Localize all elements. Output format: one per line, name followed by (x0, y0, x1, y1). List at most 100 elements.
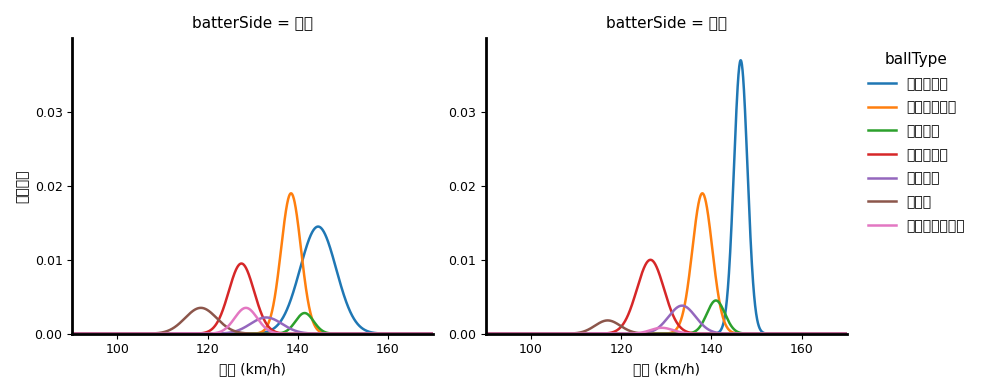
フォーク (675, 303, 687, 308)
カーブ (851, 332, 863, 336)
シュート (863, 332, 875, 336)
Line: チェンジアップ: チェンジアップ (462, 328, 869, 334)
カットボール (643, 332, 655, 336)
カットボール (64, 332, 76, 336)
Line: カットボール: カットボール (49, 193, 456, 334)
スライダー (438, 332, 450, 336)
スライダー (230, 267, 242, 271)
チェンジアップ (851, 332, 863, 336)
カーブ (242, 331, 253, 336)
フォーク (643, 330, 655, 334)
フォーク (863, 332, 875, 336)
Line: スライダー: スライダー (49, 264, 456, 334)
ストレート (64, 332, 76, 336)
Line: シュート: シュート (462, 300, 869, 334)
フォーク (363, 332, 375, 336)
チェンジアップ (450, 332, 461, 336)
ストレート (654, 332, 666, 336)
Line: カーブ: カーブ (49, 308, 456, 334)
チェンジアップ (477, 332, 489, 336)
Line: チェンジアップ: チェンジアップ (49, 308, 456, 334)
カットボール (654, 331, 666, 336)
フォーク (438, 332, 450, 336)
ストレート (643, 332, 655, 336)
Y-axis label: 確率密度: 確率密度 (15, 169, 29, 203)
X-axis label: 球速 (km/h): 球速 (km/h) (219, 362, 286, 376)
シュート (776, 332, 788, 336)
スライダー (64, 332, 76, 336)
チェンジアップ (240, 305, 251, 310)
カーブ (477, 332, 489, 336)
カーブ (43, 332, 55, 336)
カットボール (43, 332, 55, 336)
フォーク (457, 332, 468, 336)
Line: カーブ: カーブ (462, 320, 869, 334)
スライダー (450, 332, 461, 336)
ストレート (312, 224, 323, 229)
ストレート (241, 331, 252, 336)
ストレート (438, 332, 450, 336)
シュート (709, 298, 721, 303)
Line: フォーク: フォーク (49, 317, 456, 334)
スライダー (655, 276, 667, 281)
フォーク (654, 323, 666, 328)
チェンジアップ (643, 328, 655, 333)
ストレート (450, 332, 461, 336)
カットボール (285, 191, 297, 196)
シュート (241, 332, 252, 336)
カットボール (363, 332, 375, 336)
チェンジアップ (776, 332, 788, 336)
シュート (851, 332, 863, 336)
フォーク (477, 332, 489, 336)
フォーク (776, 332, 788, 336)
カットボール (851, 332, 863, 336)
カットボール (863, 332, 875, 336)
ストレート (43, 332, 55, 336)
フォーク (230, 329, 242, 334)
Title: batterSide = 右打: batterSide = 右打 (605, 15, 726, 30)
スライダー (438, 332, 450, 336)
ストレート (363, 330, 375, 334)
ストレート (851, 332, 863, 336)
ストレート (734, 58, 745, 63)
Line: スライダー: スライダー (462, 260, 869, 334)
チェンジアップ (863, 332, 875, 336)
フォーク (851, 332, 863, 336)
シュート (851, 332, 863, 336)
フォーク (241, 324, 252, 328)
フォーク (450, 332, 461, 336)
Title: batterSide = 左打: batterSide = 左打 (192, 15, 313, 30)
チェンジアップ (43, 332, 55, 336)
カットボール (696, 191, 708, 196)
カットボール (477, 332, 489, 336)
ストレート (776, 332, 788, 336)
チェンジアップ (438, 332, 450, 336)
ストレート (851, 332, 863, 336)
カーブ (363, 332, 375, 336)
スライダー (242, 268, 253, 273)
スライダー (851, 332, 863, 336)
カットボール (230, 332, 242, 336)
スライダー (43, 332, 55, 336)
フォーク (43, 332, 55, 336)
カーブ (438, 332, 450, 336)
シュート (299, 311, 311, 316)
Legend: ストレート, カットボール, シュート, スライダー, フォーク, カーブ, チェンジアップ: ストレート, カットボール, シュート, スライダー, フォーク, カーブ, チ… (860, 45, 971, 240)
カーブ (644, 331, 656, 336)
Line: ストレート: ストレート (49, 226, 456, 334)
Line: シュート: シュート (49, 313, 456, 334)
カットボール (241, 331, 252, 336)
チェンジアップ (851, 332, 863, 336)
チェンジアップ (655, 325, 667, 330)
スライダー (477, 332, 489, 336)
ストレート (457, 332, 468, 336)
ストレート (230, 331, 242, 336)
カーブ (438, 332, 450, 336)
カットボール (438, 332, 450, 336)
カーブ (450, 332, 461, 336)
シュート (457, 332, 468, 336)
カットボール (776, 332, 788, 336)
カーブ (64, 332, 76, 336)
フォーク (260, 315, 272, 320)
フォーク (851, 332, 863, 336)
